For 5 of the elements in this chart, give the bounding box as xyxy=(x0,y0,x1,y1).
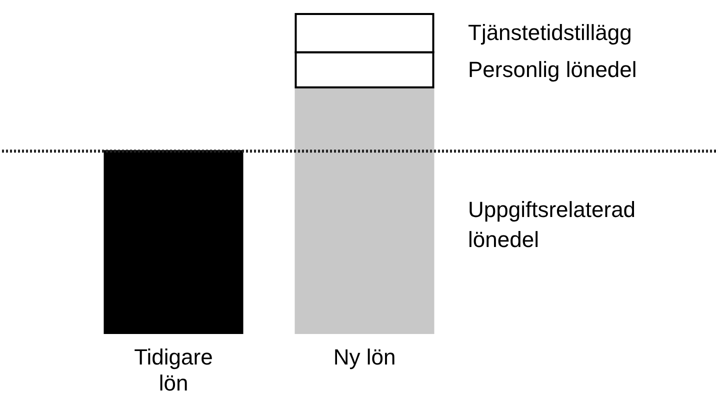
series-label: Uppgiftsrelaterad lönedel xyxy=(468,197,636,252)
x-tick-label: Tidigare lön xyxy=(134,344,213,396)
series-label: Personlig lönedel xyxy=(468,56,637,82)
x-tick-label: Ny lön xyxy=(333,344,396,370)
series-label: Tjänstetidstillägg xyxy=(468,20,632,46)
